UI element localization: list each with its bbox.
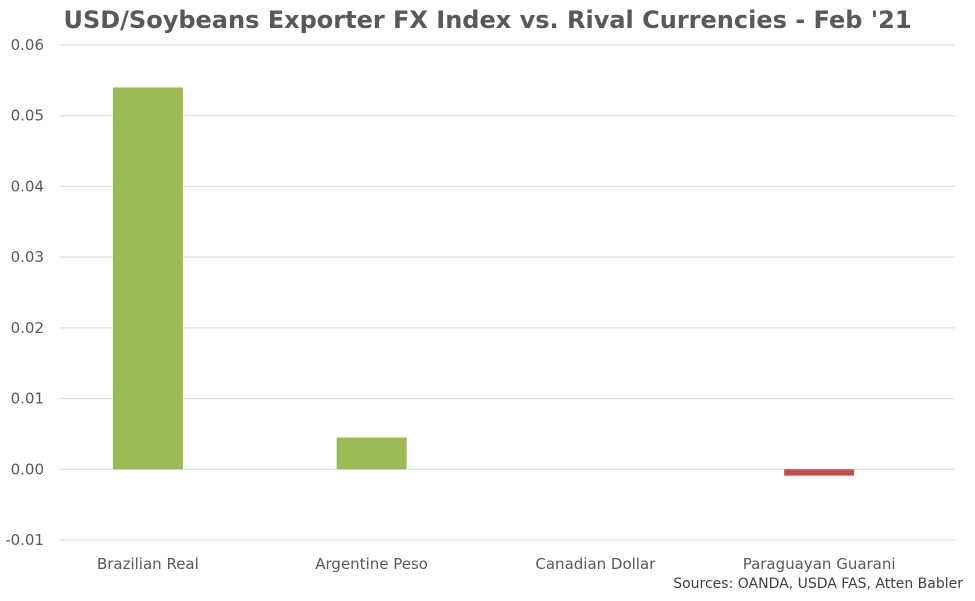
y-tick-label: 0.06 (11, 36, 44, 54)
chart-title: USD/Soybeans Exporter FX Index vs. Rival… (63, 6, 912, 34)
gridlines (60, 44, 955, 541)
bar-paraguayan-guarani (784, 469, 855, 476)
x-category-label: Argentine Peso (315, 555, 428, 573)
y-tick-label: 0.02 (11, 319, 44, 337)
y-tick-label: -0.01 (5, 531, 44, 549)
y-tick-label: 0.01 (11, 390, 44, 408)
y-tick-label: 0.04 (11, 177, 44, 195)
y-axis-ticks: -0.01 0.00 0.01 0.02 0.03 0.04 0.05 0.06 (5, 36, 44, 549)
bars (112, 87, 855, 476)
y-tick-label: 0.03 (11, 248, 44, 266)
source-note: Sources: OANDA, USDA FAS, Atten Babler (673, 576, 963, 592)
x-category-label: Brazilian Real (97, 555, 199, 573)
x-category-label: Canadian Dollar (535, 555, 656, 573)
x-axis-labels: Brazilian Real Argentine Peso Canadian Dol… (97, 555, 896, 573)
x-category-label: Paraguayan Guarani (743, 555, 896, 573)
y-tick-label: 0.05 (11, 107, 44, 125)
bar-argentine-peso (336, 437, 407, 470)
bar-brazilian-real (112, 87, 183, 470)
y-tick-label: 0.00 (11, 460, 44, 478)
